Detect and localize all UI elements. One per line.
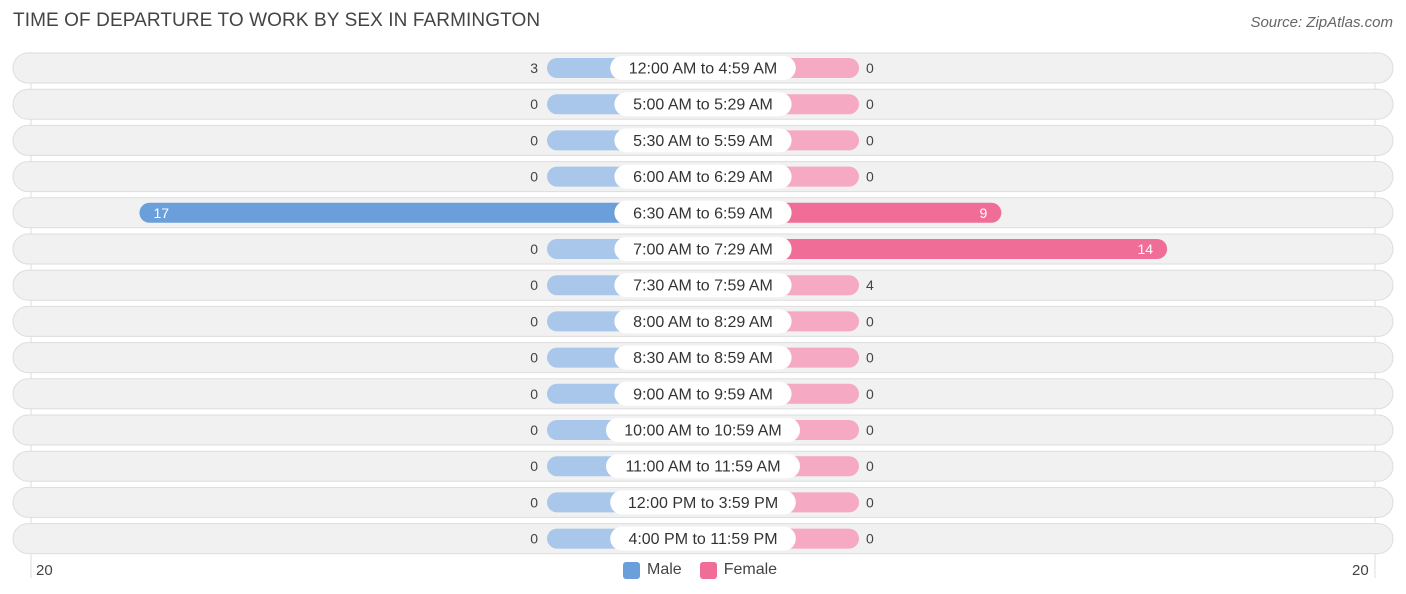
category-pill	[614, 309, 792, 334]
value-label-male: 0	[530, 422, 538, 438]
value-label-male: 0	[530, 350, 538, 366]
value-label-female: 0	[866, 132, 874, 148]
bar-female	[703, 239, 1168, 259]
category-pill	[610, 56, 796, 80]
category-label: 7:00 AM to 7:29 AM	[633, 242, 773, 259]
value-label-male: 0	[530, 494, 538, 510]
value-label-male: 17	[153, 205, 169, 221]
category-label: 9:00 AM to 9:59 AM	[633, 386, 773, 403]
legend: Male Female	[623, 561, 795, 579]
value-label-male: 0	[530, 96, 538, 112]
category-pill	[614, 164, 792, 189]
category-pill	[614, 381, 792, 406]
value-label-male: 0	[530, 277, 538, 293]
value-label-female: 0	[866, 458, 874, 474]
chart-title: TIME OF DEPARTURE TO WORK BY SEX IN FARM…	[13, 10, 541, 31]
legend-label-male: Male	[647, 561, 682, 578]
value-label-female: 9	[980, 205, 988, 221]
value-label-female: 0	[866, 313, 874, 329]
category-label: 12:00 AM to 4:59 AM	[629, 61, 778, 78]
category-label: 5:00 AM to 5:29 AM	[633, 97, 773, 114]
legend-item-male: Male	[623, 561, 682, 579]
value-label-female: 4	[866, 277, 874, 293]
value-label-female: 0	[866, 494, 874, 510]
value-label-male: 0	[530, 132, 538, 148]
category-label: 7:30 AM to 7:59 AM	[633, 278, 773, 295]
category-label: 8:00 AM to 8:29 AM	[633, 314, 773, 331]
value-label-female: 0	[866, 422, 874, 438]
value-label-male: 0	[530, 313, 538, 329]
category-label: 4:00 PM to 11:59 PM	[628, 531, 777, 548]
category-label: 12:00 PM to 3:59 PM	[628, 495, 778, 512]
value-label-female: 0	[866, 96, 874, 112]
category-label: 8:30 AM to 8:59 AM	[633, 350, 773, 367]
category-label: 11:00 AM to 11:59 AM	[625, 459, 780, 476]
legend-item-female: Female	[699, 561, 778, 579]
category-pill	[606, 454, 800, 479]
category-pill	[610, 490, 796, 515]
value-label-female: 0	[866, 531, 874, 547]
category-pill	[614, 237, 792, 261]
category-label: 5:30 AM to 5:59 AM	[633, 133, 773, 150]
category-label: 10:00 AM to 10:59 AM	[624, 423, 781, 440]
category-pill	[614, 345, 792, 370]
value-label-female: 0	[866, 60, 874, 76]
bar-male	[139, 202, 703, 223]
category-pill	[614, 200, 792, 225]
value-label-male: 0	[530, 531, 538, 547]
value-label-male: 0	[530, 169, 538, 185]
category-pill	[610, 526, 796, 551]
category-label: 6:00 AM to 6:29 AM	[633, 169, 773, 186]
value-label-male: 0	[530, 458, 538, 474]
legend-swatch-male	[623, 561, 640, 579]
value-label-female: 0	[866, 169, 874, 185]
value-label-female: 14	[1138, 241, 1154, 257]
category-pill	[614, 92, 792, 117]
legend-swatch-female	[699, 561, 717, 579]
value-label-male: 3	[530, 60, 538, 76]
category-label: 6:30 AM to 6:59 AM	[633, 205, 773, 222]
source-note: Source: ZipAtlas.com	[1250, 14, 1393, 31]
category-pill	[606, 418, 800, 442]
value-label-male: 0	[530, 241, 538, 257]
value-label-female: 0	[866, 350, 874, 366]
value-label-female: 0	[866, 386, 874, 402]
category-pill	[614, 128, 792, 153]
category-pill	[614, 273, 792, 298]
axis-left-label: 20	[36, 562, 53, 579]
axis-right-label: 20	[1352, 562, 1369, 579]
legend-label-female: Female	[723, 561, 778, 578]
value-label-male: 0	[530, 386, 538, 402]
